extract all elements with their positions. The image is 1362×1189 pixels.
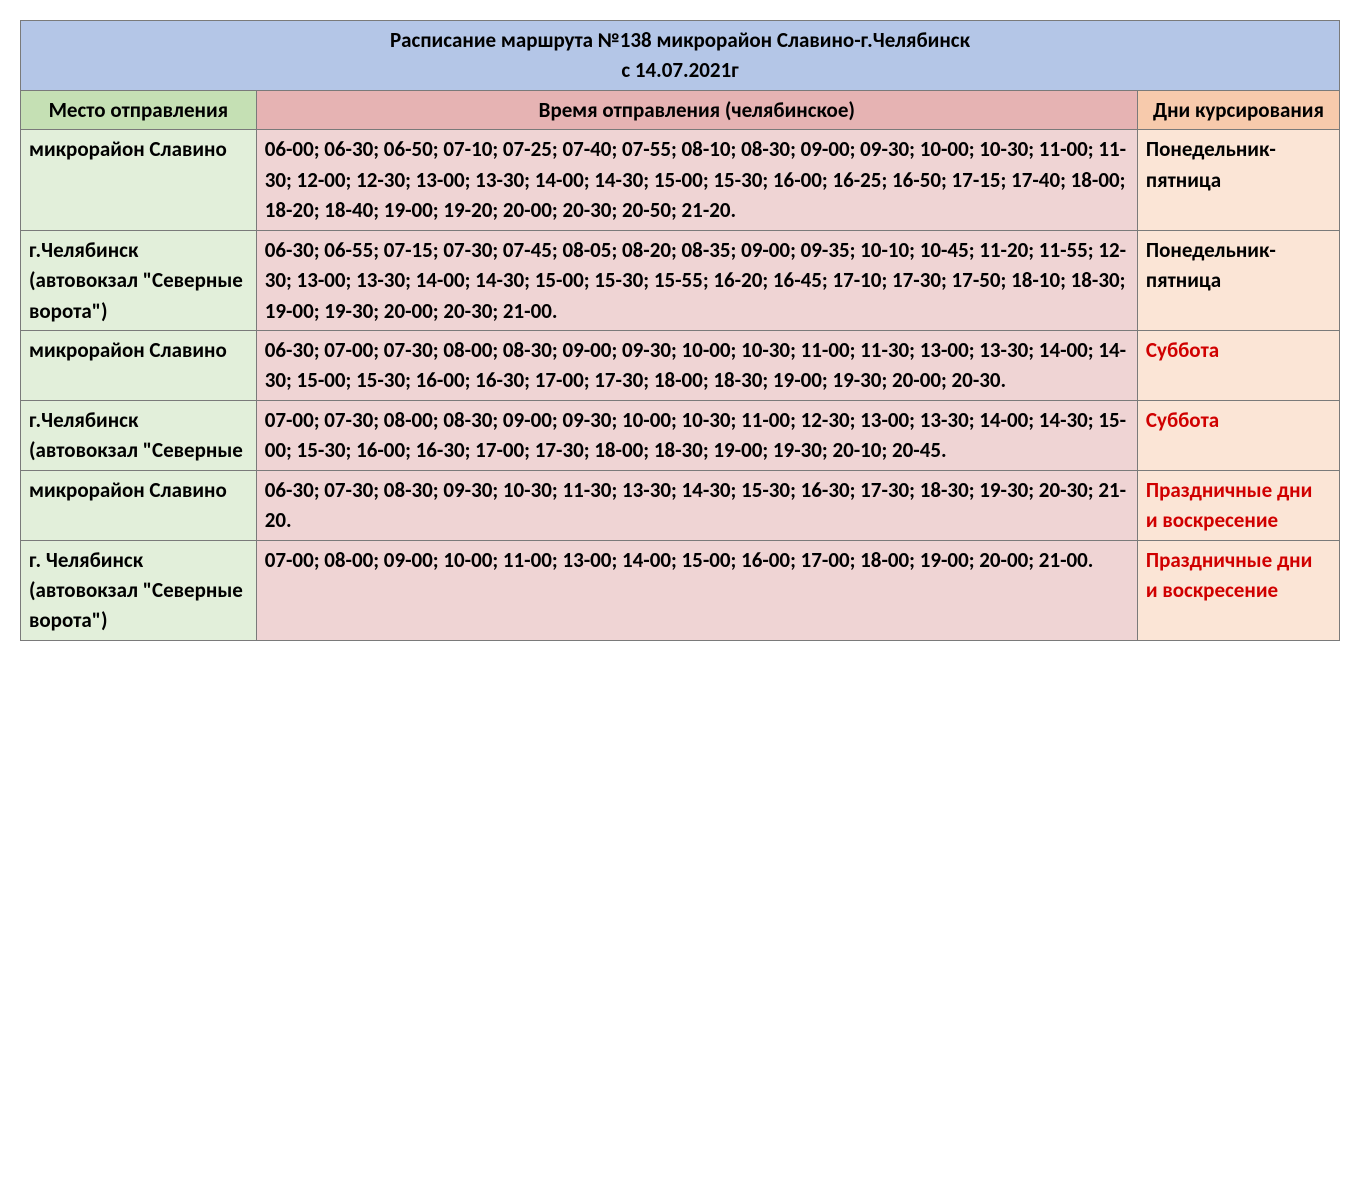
title-line-2: с 14.07.2021г	[621, 57, 738, 83]
cell-place: микрорайон Славино	[21, 130, 257, 230]
cell-days: Праздничные днии воскресение	[1137, 540, 1339, 640]
cell-time: 07-00; 08-00; 09-00; 10-00; 11-00; 13-00…	[256, 540, 1137, 640]
cell-days: Понедельник-пятница	[1137, 230, 1339, 330]
cell-time: 06-30; 06-55; 07-15; 07-30; 07-45; 08-05…	[256, 230, 1137, 330]
table-row: микрорайон Славино06-00; 06-30; 06-50; 0…	[21, 130, 1340, 230]
title-line-1: Расписание маршрута №138 микрорайон Слав…	[390, 27, 970, 53]
cell-place: микрорайон Славино	[21, 330, 257, 400]
table-row: г.Челябинск (автовокзал "Северные07-00; …	[21, 400, 1340, 470]
table-row: г. Челябинск (автовокзал "Северные ворот…	[21, 540, 1340, 640]
schedule-title: Расписание маршрута №138 микрорайон Слав…	[21, 21, 1340, 91]
cell-place: г. Челябинск (автовокзал "Северные ворот…	[21, 540, 257, 640]
cell-time: 06-30; 07-30; 08-30; 09-30; 10-30; 11-30…	[256, 470, 1137, 540]
cell-time: 06-00; 06-30; 06-50; 07-10; 07-25; 07-40…	[256, 130, 1137, 230]
table-row: микрорайон Славино06-30; 07-30; 08-30; 0…	[21, 470, 1340, 540]
header-place: Место отправления	[21, 90, 257, 129]
cell-time: 06-30; 07-00; 07-30; 08-00; 08-30; 09-00…	[256, 330, 1137, 400]
cell-days: Суббота	[1137, 400, 1339, 470]
header-row: Место отправления Время отправления (чел…	[21, 90, 1340, 129]
header-days: Дни курсирования	[1137, 90, 1339, 129]
schedule-table: Расписание маршрута №138 микрорайон Слав…	[20, 20, 1340, 641]
header-time: Время отправления (челябинское)	[256, 90, 1137, 129]
cell-days: Понедельник-пятница	[1137, 130, 1339, 230]
table-row: микрорайон Славино06-30; 07-00; 07-30; 0…	[21, 330, 1340, 400]
cell-place: г.Челябинск (автовокзал "Северные ворота…	[21, 230, 257, 330]
cell-days: Суббота	[1137, 330, 1339, 400]
cell-place: микрорайон Славино	[21, 470, 257, 540]
cell-days: Праздничные днии воскресение	[1137, 470, 1339, 540]
cell-time: 07-00; 07-30; 08-00; 08-30; 09-00; 09-30…	[256, 400, 1137, 470]
cell-place: г.Челябинск (автовокзал "Северные	[21, 400, 257, 470]
table-row: г.Челябинск (автовокзал "Северные ворота…	[21, 230, 1340, 330]
title-row: Расписание маршрута №138 микрорайон Слав…	[21, 21, 1340, 91]
